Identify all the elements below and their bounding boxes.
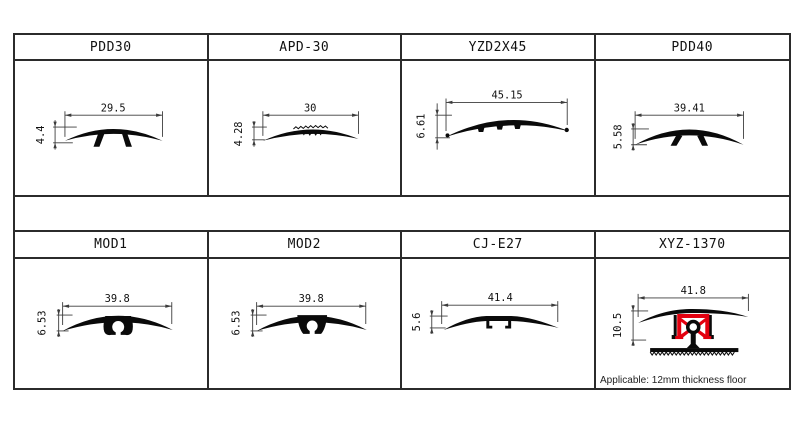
spacer-row <box>15 197 789 232</box>
clip-ring <box>685 319 701 335</box>
width-dimension-label: 39.41 <box>673 102 704 114</box>
profile-drawing-mod2: 39.8 6.53 <box>209 259 402 388</box>
profile-shape-mod1 <box>62 315 173 331</box>
height-dimension-label: 4.28 <box>233 121 245 146</box>
profile-shape-pdd30 <box>64 128 163 141</box>
profile-shape-pdd40 <box>634 129 743 145</box>
spec-table: PDD30 APD-30 YZD2X45 PDD40 29.5 4.4 30 4… <box>13 33 791 390</box>
profile-shape-xyz1370 <box>637 308 748 323</box>
width-dimension-label: 45.15 <box>492 89 523 101</box>
profile-drawing-mod1: 39.8 6.53 <box>15 259 209 388</box>
model-header-cje27: CJ-E27 <box>402 232 596 259</box>
model-header-pdd30: PDD30 <box>15 35 209 61</box>
applicability-note: Applicable: 12mm thickness floor <box>600 375 747 386</box>
model-header-mod2: MOD2 <box>208 232 402 259</box>
height-dimension-label: 5.58 <box>612 124 624 149</box>
height-dimension-label: 6.61 <box>415 114 427 139</box>
profile-shape-apd30 <box>262 129 358 141</box>
profile-drawing-pdd30: 29.5 4.4 <box>15 61 209 197</box>
width-dimension-label: 29.5 <box>101 102 126 114</box>
height-dimension-label: 6.53 <box>37 310 49 335</box>
profile-drawing-apd30: 30 4.28 <box>208 61 402 197</box>
base-track <box>649 348 738 353</box>
profile-drawing-xyz1370: 41.8 10.5 Applicable: 12mm <box>596 259 790 388</box>
height-dimension-label: 5.6 <box>411 313 423 332</box>
model-header-apd30: APD-30 <box>208 35 402 61</box>
profile-shape-cje27 <box>443 316 559 330</box>
profile-drawing-yzd2x45: 45.15 6.61 <box>402 61 596 197</box>
profile-shape-yzd2x45 <box>446 119 569 137</box>
width-dimension-label: 30 <box>303 102 315 114</box>
height-dimension-label: 10.5 <box>612 313 624 338</box>
profile-drawing-cje27: 41.4 5.6 <box>402 259 596 388</box>
height-dimension-label: 4.4 <box>35 126 47 145</box>
model-header-xyz1370: XYZ-1370 <box>595 232 789 259</box>
width-dimension-label: 41.4 <box>488 292 513 304</box>
model-header-pdd40: PDD40 <box>595 35 789 61</box>
model-header-mod1: MOD1 <box>15 232 209 259</box>
profile-shape-mod2 <box>256 315 367 331</box>
width-dimension-label: 39.8 <box>298 293 323 305</box>
width-dimension-label: 39.8 <box>105 293 130 305</box>
profile-drawing-pdd40: 39.41 5.58 <box>595 61 789 197</box>
height-dimension-label: 6.53 <box>230 310 242 335</box>
width-dimension-label: 41.8 <box>680 285 705 297</box>
model-header-yzd2x45: YZD2X45 <box>402 35 596 61</box>
